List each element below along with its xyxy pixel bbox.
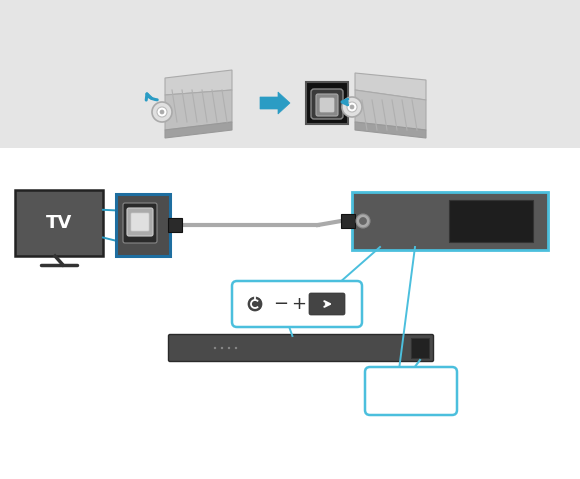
Circle shape — [350, 105, 354, 109]
Circle shape — [248, 297, 262, 311]
Circle shape — [228, 347, 230, 349]
Text: TV: TV — [46, 214, 72, 232]
FancyBboxPatch shape — [116, 194, 170, 256]
FancyBboxPatch shape — [411, 338, 429, 358]
Circle shape — [160, 110, 164, 114]
Circle shape — [347, 102, 357, 112]
FancyBboxPatch shape — [449, 200, 533, 242]
FancyBboxPatch shape — [352, 192, 548, 250]
FancyBboxPatch shape — [309, 293, 345, 315]
Polygon shape — [165, 122, 232, 138]
Text: −: − — [273, 295, 289, 313]
Text: +: + — [292, 295, 306, 313]
Polygon shape — [355, 90, 426, 130]
FancyBboxPatch shape — [365, 367, 457, 415]
FancyBboxPatch shape — [316, 94, 338, 116]
FancyBboxPatch shape — [168, 218, 182, 232]
Polygon shape — [165, 70, 232, 95]
Circle shape — [342, 97, 362, 117]
FancyBboxPatch shape — [320, 98, 334, 112]
Circle shape — [360, 217, 367, 225]
FancyBboxPatch shape — [341, 214, 355, 228]
Circle shape — [235, 347, 237, 349]
FancyBboxPatch shape — [306, 82, 348, 124]
FancyBboxPatch shape — [311, 89, 343, 119]
Circle shape — [214, 347, 216, 349]
FancyBboxPatch shape — [131, 213, 149, 231]
FancyBboxPatch shape — [123, 203, 157, 243]
Circle shape — [356, 214, 370, 228]
Circle shape — [152, 102, 172, 122]
Circle shape — [157, 107, 167, 117]
Polygon shape — [165, 90, 232, 130]
Circle shape — [221, 347, 223, 349]
FancyBboxPatch shape — [127, 208, 153, 236]
Polygon shape — [355, 73, 426, 100]
FancyBboxPatch shape — [232, 281, 362, 327]
FancyBboxPatch shape — [15, 190, 103, 256]
FancyBboxPatch shape — [169, 334, 433, 362]
Polygon shape — [355, 122, 426, 138]
Polygon shape — [260, 92, 290, 114]
FancyBboxPatch shape — [0, 0, 580, 148]
